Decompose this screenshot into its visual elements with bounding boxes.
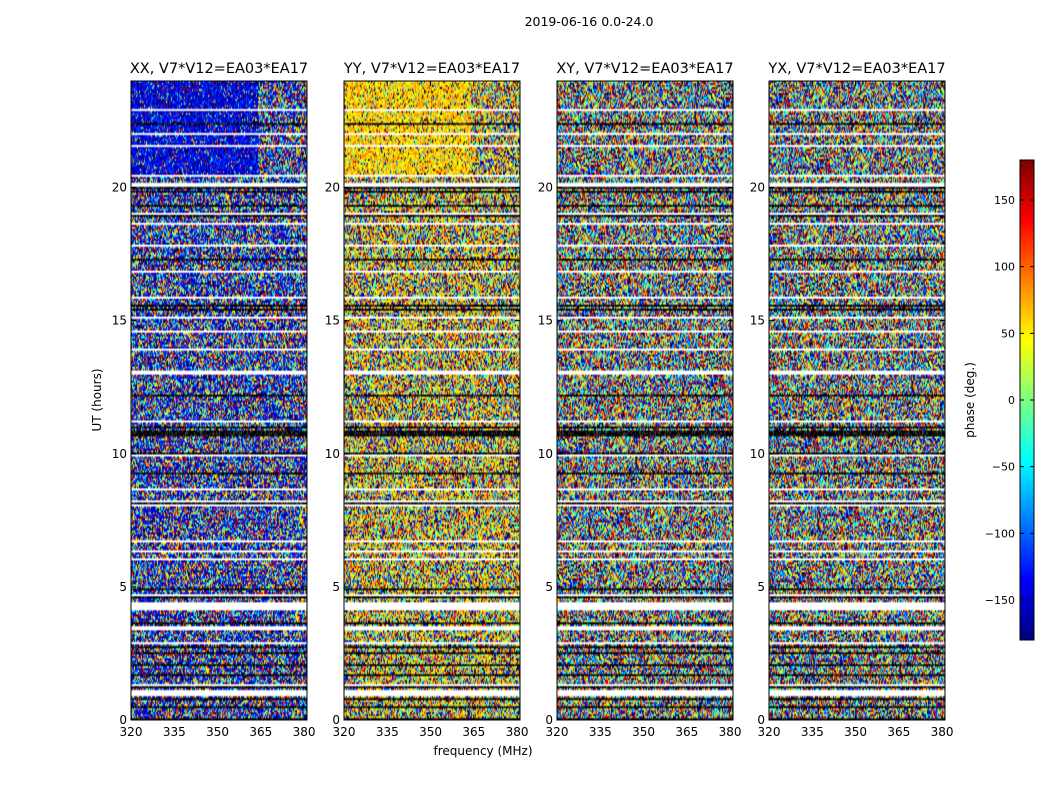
y-tick-label: 0: [757, 713, 765, 727]
y-tick-label: 0: [119, 713, 127, 727]
x-tick-label: 365: [462, 725, 485, 739]
y-tick-label: 10: [112, 447, 127, 461]
y-tick-label: 20: [750, 181, 765, 195]
colorbar-tick-label: −100: [985, 527, 1015, 540]
colorbar-ticks: −150 −100 −50 0 50 100 150: [985, 194, 1034, 607]
panel-4-frame: [768, 80, 946, 721]
panel-1: XX, V7*V12=EA03*EA17 0 5 10 15 20 320 335 350 365…: [112, 61, 316, 739]
x-tick-label: 320: [758, 725, 781, 739]
panel-1-title: XX, V7*V12=EA03*EA17: [130, 61, 308, 77]
colorbar-tick-label: −150: [985, 594, 1015, 607]
x-tick-label: 380: [293, 725, 316, 739]
colorbar-label: phase (deg.): [963, 362, 977, 438]
panel-3-frame: [556, 80, 734, 721]
x-tick-label: 350: [632, 725, 655, 739]
y-tick-label: 5: [332, 580, 340, 594]
y-tick-label: 20: [325, 181, 340, 195]
x-tick-label: 380: [506, 725, 529, 739]
y-tick-label: 10: [750, 447, 765, 461]
x-axis-label: frequency (MHz): [433, 744, 532, 758]
panel-3-heatmap: [557, 81, 733, 720]
x-tick-label: 365: [675, 725, 698, 739]
y-tick-label: 20: [112, 181, 127, 195]
x-tick-label: 350: [844, 725, 867, 739]
x-tick-label: 320: [546, 725, 569, 739]
x-tick-label: 335: [376, 725, 399, 739]
panel-4-title: YX, V7*V12=EA03*EA17: [767, 61, 945, 77]
panel-3-title: XY, V7*V12=EA03*EA17: [556, 61, 733, 77]
colorbar-gradient: [1020, 160, 1034, 640]
y-axis-label: UT (hours): [90, 368, 104, 431]
y-tick-label: 5: [757, 580, 765, 594]
y-tick-label: 20: [538, 181, 553, 195]
y-tick-label: 0: [545, 713, 553, 727]
colorbar: −150 −100 −50 0 50 100 150 phase (deg.): [963, 159, 1035, 641]
panel-4: YX, V7*V12=EA03*EA17 0 5 10 15 20 320 335 350 365…: [750, 61, 954, 739]
panel-2: YY, V7*V12=EA03*EA17 0 5 10 15 20 320 335 350 365…: [325, 61, 529, 739]
x-tick-label: 380: [931, 725, 954, 739]
colorbar-tick-label: 0: [1008, 394, 1015, 407]
x-tick-label: 350: [419, 725, 442, 739]
colorbar-tick-label: 50: [1001, 327, 1015, 340]
colorbar-tick-label: 150: [994, 194, 1015, 207]
panel-2-frame: [343, 80, 521, 721]
x-tick-label: 380: [719, 725, 742, 739]
colorbar-tick-label: 100: [994, 261, 1015, 274]
x-tick-label: 335: [163, 725, 186, 739]
x-tick-label: 365: [887, 725, 910, 739]
y-tick-label: 5: [119, 580, 127, 594]
y-tick-label: 10: [325, 447, 340, 461]
panel-1-heatmap: [131, 81, 307, 720]
panels-layer: XX, V7*V12=EA03*EA17 0 5 10 15 20 320 335 350 365…: [112, 61, 954, 739]
y-tick-label: 10: [538, 447, 553, 461]
panel-2-heatmap: [344, 81, 520, 720]
colorbar-tick-label: −50: [992, 461, 1015, 474]
y-tick-label: 15: [112, 314, 127, 328]
x-tick-label: 365: [249, 725, 272, 739]
x-tick-label: 320: [120, 725, 143, 739]
figure-title: 2019-06-16 0.0-24.0: [525, 14, 654, 29]
panel-3: XY, V7*V12=EA03*EA17 0 5 10 15 20 320 335 350 365…: [538, 61, 742, 739]
x-tick-label: 335: [801, 725, 824, 739]
y-tick-label: 15: [325, 314, 340, 328]
panel-4-heatmap: [769, 81, 945, 720]
y-tick-label: 15: [538, 314, 553, 328]
y-tick-label: 15: [750, 314, 765, 328]
panel-2-title: YY, V7*V12=EA03*EA17: [343, 61, 520, 77]
x-tick-label: 335: [589, 725, 612, 739]
x-tick-label: 320: [333, 725, 356, 739]
panel-1-frame: [130, 80, 308, 721]
y-tick-label: 0: [332, 713, 340, 727]
x-tick-label: 350: [206, 725, 229, 739]
y-tick-label: 5: [545, 580, 553, 594]
